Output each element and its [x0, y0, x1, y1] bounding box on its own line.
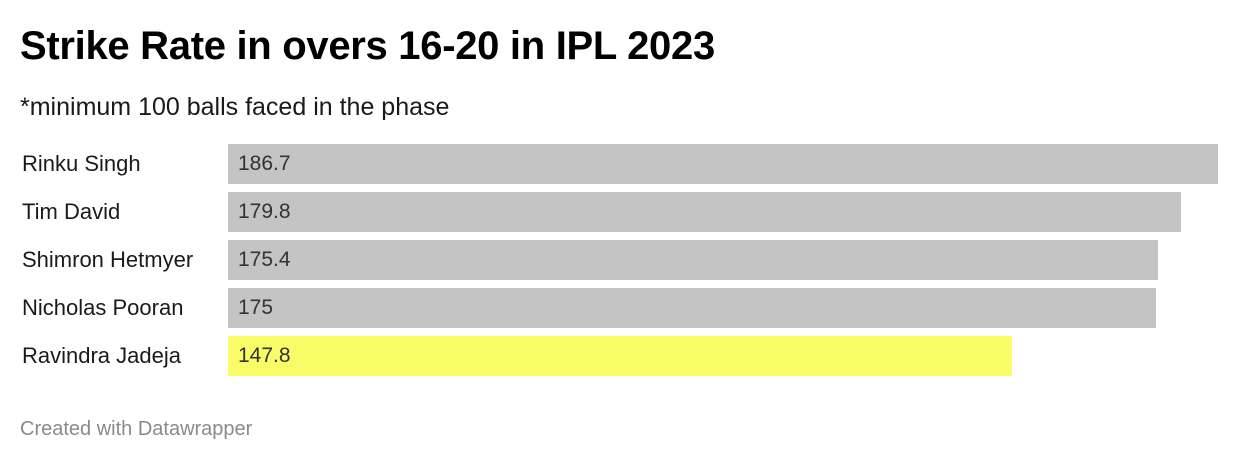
bar-row: Ravindra Jadeja 147.8 — [0, 336, 1240, 376]
bar-row: Nicholas Pooran 175 — [0, 288, 1240, 328]
bar-row: Rinku Singh 186.7 — [0, 144, 1240, 184]
bar — [228, 144, 1218, 184]
bar-value-label: 175.4 — [238, 248, 291, 271]
bar — [228, 240, 1158, 280]
credit-footer: Created with Datawrapper — [20, 418, 253, 440]
bar-label: Rinku Singh — [22, 151, 141, 176]
bar-label: Ravindra Jadeja — [22, 343, 181, 368]
chart-subtitle: *minimum 100 balls faced in the phase — [20, 93, 450, 121]
bar-value-label: 175 — [238, 296, 274, 319]
bar — [228, 192, 1181, 232]
bar-value-label: 179.8 — [238, 200, 291, 223]
chart-title: Strike Rate in overs 16-20 in IPL 2023 — [20, 24, 715, 68]
bar-row: Tim David 179.8 — [0, 192, 1240, 232]
bar-label: Nicholas Pooran — [22, 295, 184, 320]
bar — [228, 288, 1156, 328]
bar-label: Tim David — [22, 199, 121, 224]
bar-row: Shimron Hetmyer 175.4 — [0, 240, 1240, 280]
bar-value-label: 186.7 — [238, 152, 291, 175]
bar-chart: Rinku Singh 186.7 Tim David 179.8 Shimron He… — [0, 144, 1240, 384]
bar-value-label: 147.8 — [238, 344, 291, 367]
bar-highlighted — [228, 336, 1012, 376]
bar-label: Shimron Hetmyer — [22, 247, 194, 272]
